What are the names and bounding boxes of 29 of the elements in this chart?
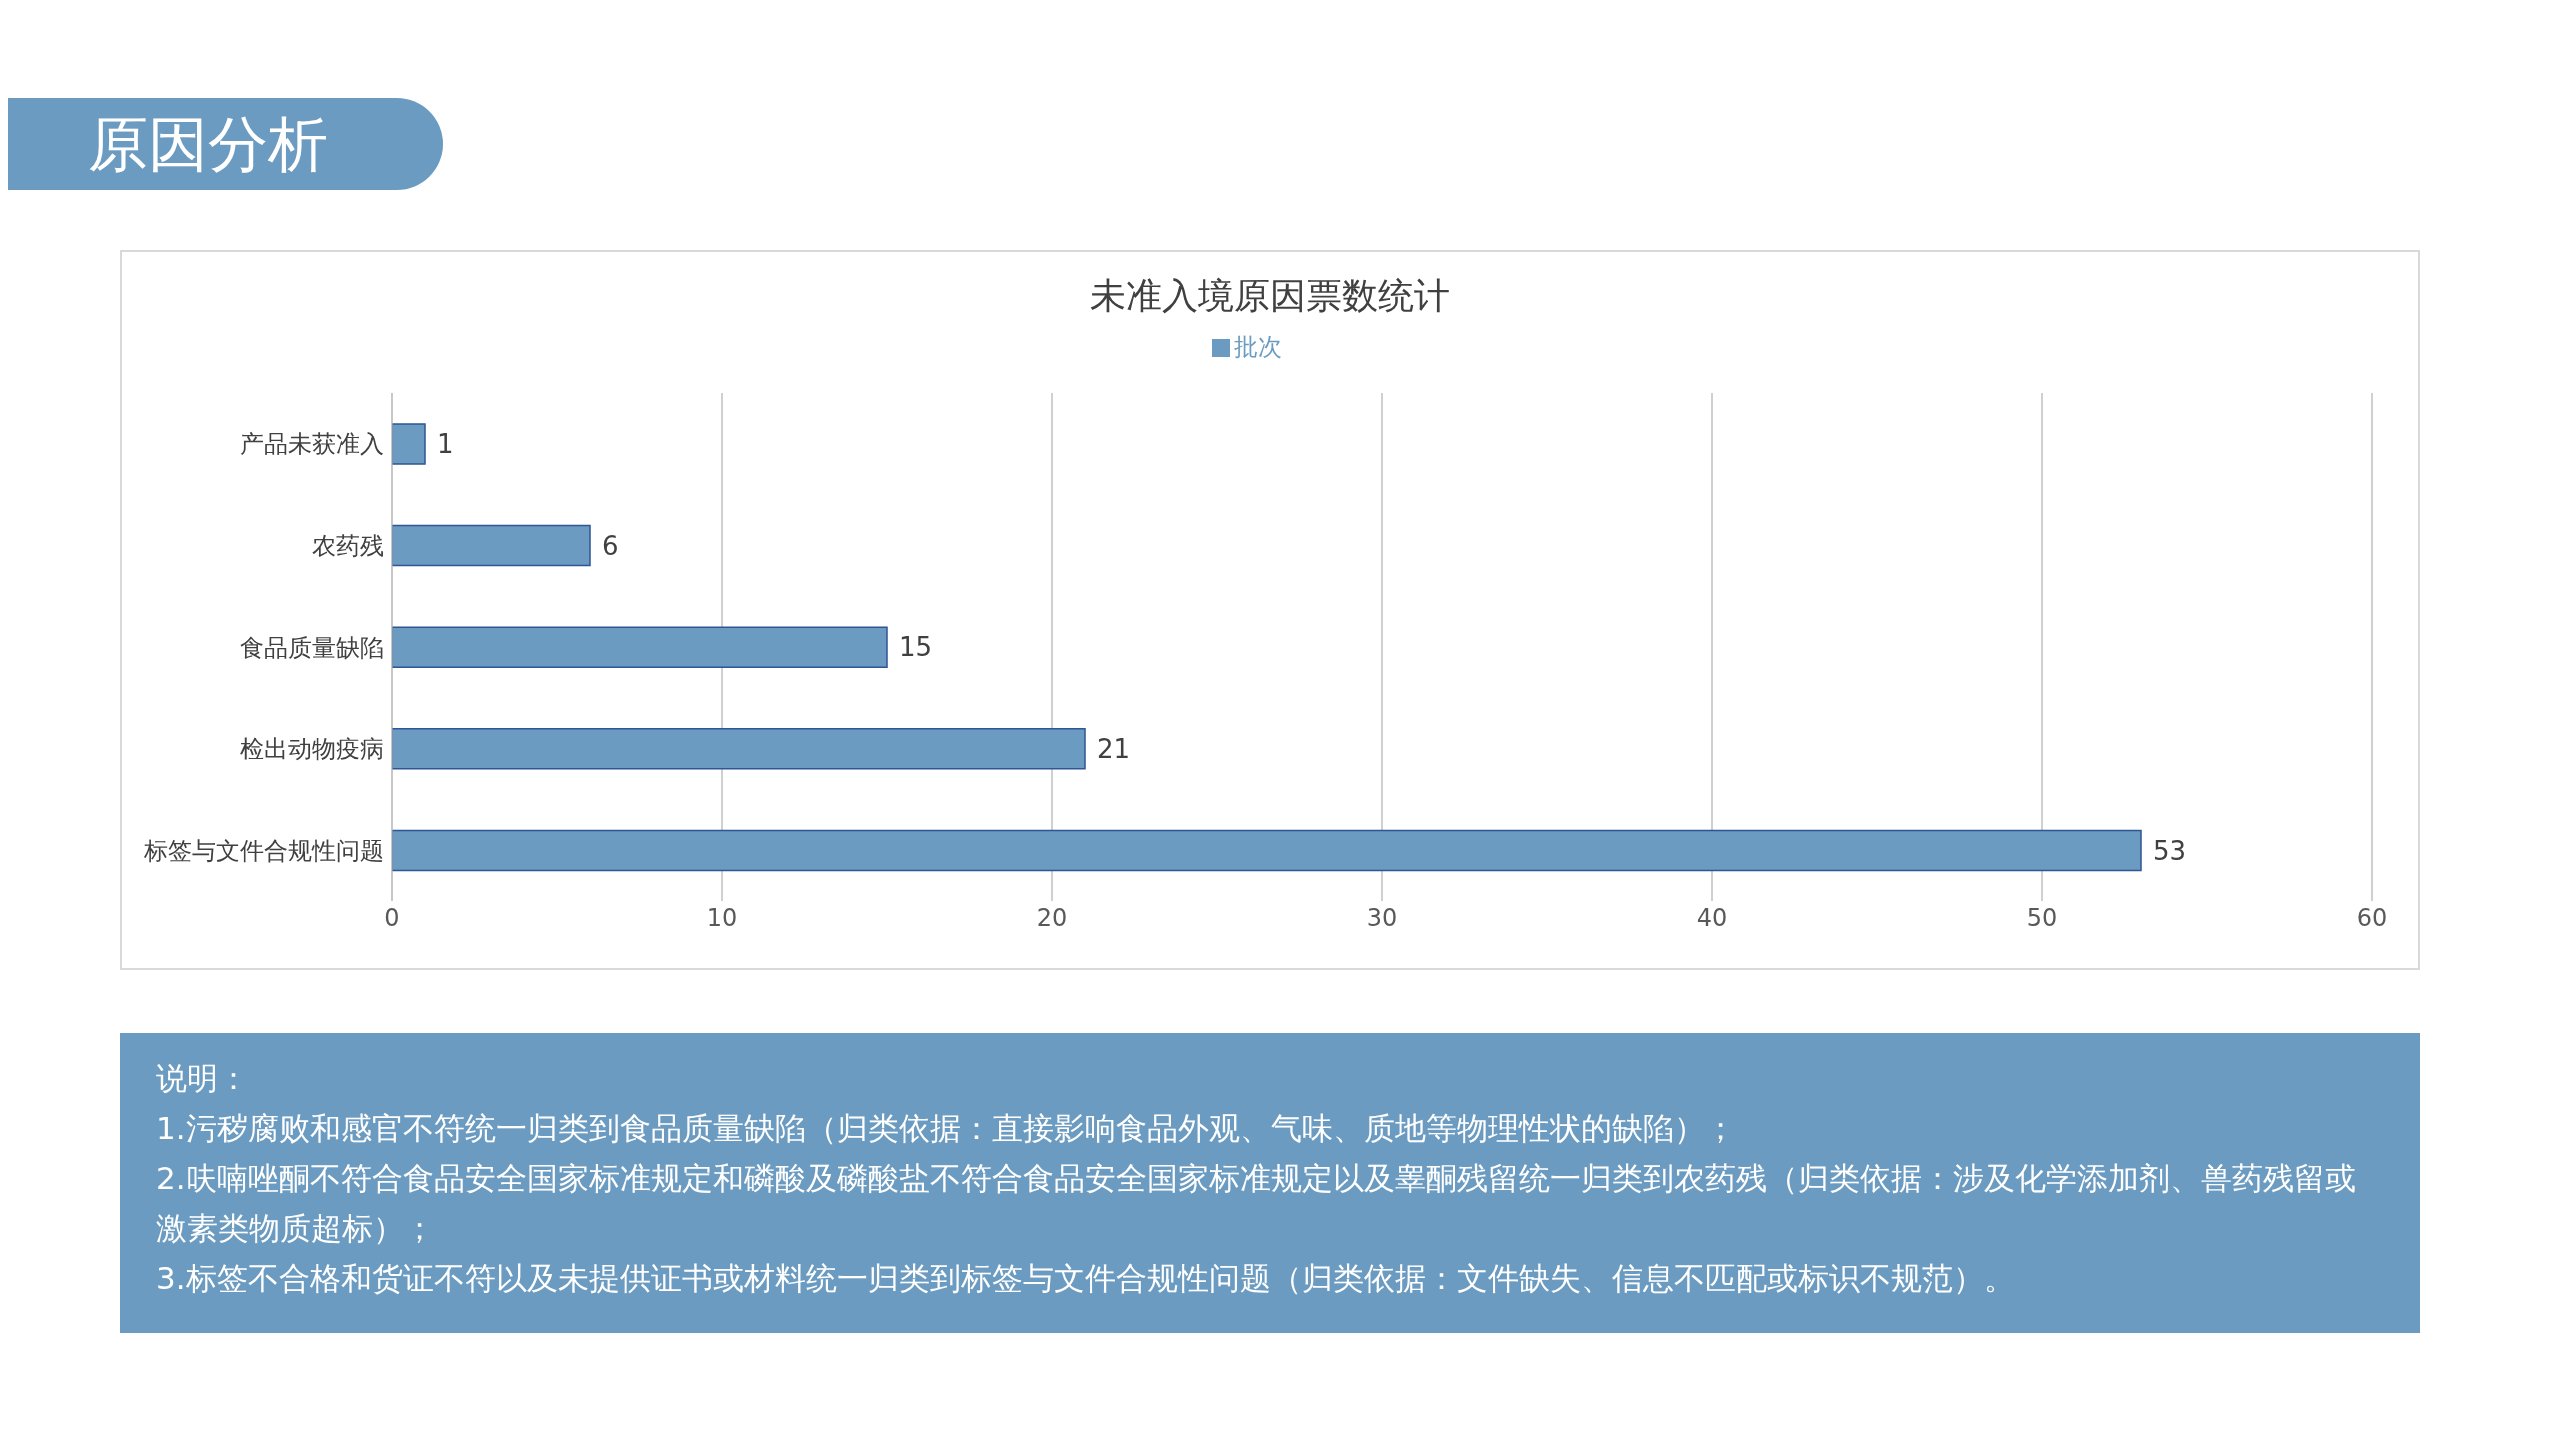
text: 1.污秽腐败和感官不符统一归类到食品质量缺陷（归类依据：直接影响食品外观、气味、质地等物理性状的缺陷）； bbox=[156, 1109, 1737, 1148]
x-tick-label: 10 bbox=[706, 904, 738, 933]
chart-title: 未准入境原因票数统计 bbox=[1089, 274, 1451, 318]
data-label: 15 bbox=[899, 632, 933, 663]
x-tick-label: 30 bbox=[1366, 904, 1398, 933]
bar bbox=[392, 524, 591, 567]
bar bbox=[392, 626, 888, 668]
x-tick-label: 20 bbox=[1036, 904, 1068, 933]
data-label: 6 bbox=[602, 530, 619, 561]
y-tick-label: 食品质量缺陷 bbox=[240, 633, 384, 662]
text: 说明： bbox=[156, 1059, 250, 1098]
x-tick-label: 40 bbox=[1696, 904, 1728, 933]
data-label: 1 bbox=[437, 429, 454, 460]
bar bbox=[392, 423, 426, 465]
legend-label: 批次 bbox=[1234, 333, 1282, 361]
y-tick-label: 标签与文件合规性问题 bbox=[143, 836, 384, 865]
bar bbox=[392, 829, 2142, 872]
x-tick-label: 0 bbox=[384, 904, 400, 933]
y-tick-label: 农药残 bbox=[312, 531, 384, 560]
text: 3.标签不合格和货证不符以及未提供证书或材料统一归类到标签与文件合规性问题（归类依据：文件缺失、信息不匹配或标识不规范）。 bbox=[156, 1259, 2016, 1298]
x-tick-label: 60 bbox=[2356, 904, 2388, 933]
text: 原因分析 bbox=[8, 98, 443, 190]
y-tick-label: 检出动物疫病 bbox=[240, 735, 384, 764]
bar bbox=[392, 728, 1086, 770]
text: 2.呋喃唑酮不符合食品安全国家标准规定和磷酸及磷酸盐不符合食品安全国家标准规定以及睾酮残留统一归类到农药残（归类依据：涉及化学添加剂、兽药残留或激素类物质超标）； bbox=[156, 1159, 2357, 1248]
x-tick-label: 50 bbox=[2026, 904, 2058, 933]
y-tick-label: 产品未获准入 bbox=[240, 430, 384, 459]
data-label: 21 bbox=[1097, 734, 1131, 765]
data-label: 53 bbox=[2153, 835, 2187, 866]
